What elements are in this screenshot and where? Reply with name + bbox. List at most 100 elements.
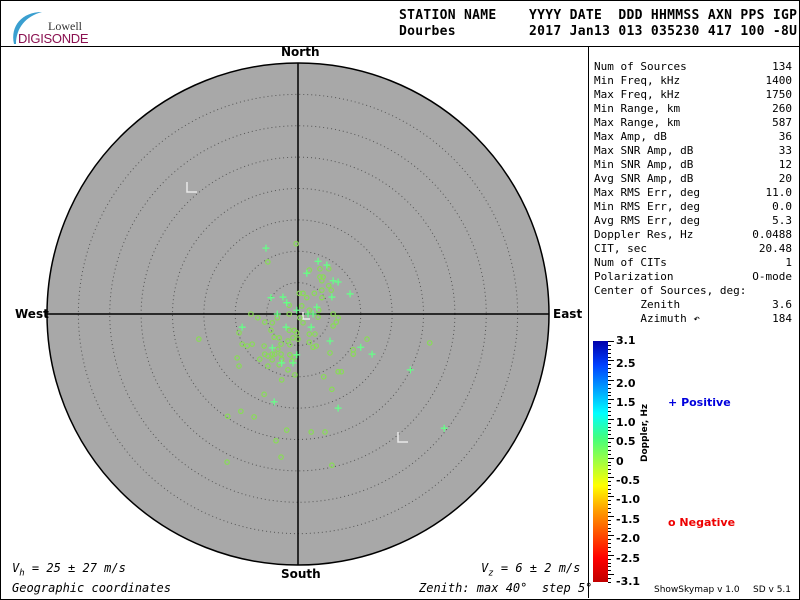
negative-doppler-point — [329, 462, 335, 469]
stat-label: Min Range, km — [594, 102, 681, 115]
colorbar-tick — [608, 348, 611, 350]
stat-label: Num of Sources — [594, 60, 687, 73]
negative-doppler-point — [276, 335, 282, 341]
stat-row: Max SNR Amp, dB 33 — [594, 144, 792, 158]
negative-doppler-point — [265, 259, 271, 265]
stat-label: Center of Sources, deg: — [594, 284, 747, 297]
colorbar-tick — [608, 515, 614, 517]
negative-doppler-point — [320, 373, 327, 380]
positive-doppler-point — [368, 350, 376, 358]
stat-value: 184 — [772, 312, 792, 325]
colorbar-tick — [608, 578, 611, 580]
colorbar-tick — [608, 364, 611, 366]
negative-doppler-point — [265, 353, 271, 359]
positive-doppler-point — [313, 303, 321, 311]
colorbar-tick — [608, 379, 614, 381]
stat-row: Polarization O-mode — [594, 270, 792, 284]
negative-doppler-point — [256, 356, 263, 362]
negative-doppler-point — [335, 314, 341, 321]
negative-doppler-point — [244, 343, 250, 349]
negative-doppler-point — [287, 351, 293, 358]
negative-doppler-point — [311, 290, 318, 297]
negative-doppler-point — [275, 346, 281, 352]
positive-doppler-point — [334, 278, 342, 286]
negative-doppler-point — [319, 277, 325, 284]
coordinate-system: Geographic coordinates — [12, 581, 171, 595]
negative-doppler-point — [268, 327, 274, 334]
label-west: West — [15, 307, 49, 321]
negative-doppler-point — [298, 303, 305, 309]
colorbar-tick — [608, 442, 611, 444]
stat-label: Azimuth ↶ — [594, 312, 700, 325]
colorbar-tick — [608, 368, 611, 370]
colorbar-tick — [608, 410, 611, 412]
colorbar-tick — [608, 352, 611, 354]
negative-doppler-point — [271, 351, 278, 357]
doppler-colorbar — [593, 341, 608, 582]
colorbar-tick-label: 0 — [616, 454, 624, 468]
stat-value: 1 — [785, 256, 792, 269]
colorbar-tick — [608, 344, 611, 346]
vh-symbol: V — [12, 561, 20, 575]
colorbar-tick-label: -2.5 — [616, 551, 641, 565]
negative-doppler-point — [286, 311, 293, 317]
negative-doppler-point — [283, 427, 290, 433]
legend-negative-label: Negative — [679, 516, 736, 529]
negative-doppler-point — [322, 429, 328, 435]
digisonde-logo: Lowell DIGISONDE — [8, 8, 98, 48]
colorbar-tick-label: -2.0 — [616, 532, 641, 546]
colorbar-tick — [608, 372, 611, 374]
vh-value: = 25 ± 27 m/s — [31, 561, 126, 575]
colorbar-tick — [608, 504, 611, 506]
colorbar-tick — [608, 375, 611, 377]
stat-label: Min Freq, kHz — [594, 74, 681, 87]
negative-doppler-point — [269, 351, 276, 357]
vz-readout: Vz = 6 ± 2 m/s — [481, 561, 580, 578]
stat-value: 260 — [772, 102, 792, 115]
negative-doppler-point — [308, 429, 314, 435]
negative-doppler-point — [273, 437, 279, 444]
negative-doppler-point — [269, 319, 276, 326]
stats-panel: Num of Sources 134 Min Freq, kHz 1400 Max Fr… — [594, 60, 792, 326]
colorbar-tick — [608, 574, 614, 576]
negative-doppler-point — [278, 377, 285, 383]
stat-label: CIT, sec — [594, 242, 647, 255]
negative-doppler-point — [278, 341, 284, 347]
colorbar-tick — [608, 539, 611, 541]
stat-row: Min Range, km 260 — [594, 102, 792, 116]
negative-doppler-point — [364, 336, 370, 342]
logo-lowell: Lowell — [48, 19, 82, 33]
positive-doppler-point — [267, 294, 275, 302]
negative-doppler-point — [278, 351, 284, 357]
positive-doppler-point — [346, 290, 354, 298]
positive-doppler-point — [238, 323, 246, 331]
stat-row: Avg RMS Err, deg 5.3 — [594, 214, 792, 228]
negative-doppler-point — [306, 307, 313, 314]
negative-doppler-point — [293, 240, 299, 247]
stat-label: Polarization — [594, 270, 674, 283]
colorbar-tick — [608, 477, 614, 479]
label-east: East — [553, 307, 583, 321]
stat-value: 0.0 — [772, 200, 792, 213]
positive-doppler-point — [293, 351, 301, 359]
stat-label: Num of CITs — [594, 256, 667, 269]
colorbar-tick — [608, 512, 611, 514]
stat-value: 5.3 — [772, 214, 792, 227]
version-sd: SD v 5.1 — [753, 585, 792, 595]
colorbar-tick — [608, 457, 614, 459]
positive-doppler-point — [262, 244, 270, 252]
negative-doppler-point — [300, 290, 306, 297]
negative-doppler-point — [317, 266, 323, 272]
zenith-scale: Zenith: max 40° step 5° — [419, 581, 593, 595]
negative-doppler-point — [292, 372, 298, 378]
positive-doppler-point — [283, 299, 291, 307]
positive-doppler-point — [282, 323, 290, 331]
negative-doppler-point — [224, 459, 230, 465]
stat-label: Doppler Res, Hz — [594, 228, 694, 241]
stat-value: 12 — [778, 158, 792, 171]
stat-label: Avg SNR Amp, dB — [594, 172, 694, 185]
panel-divider — [588, 46, 589, 598]
colorbar-tick — [608, 523, 611, 525]
colorbar-tick — [608, 445, 611, 447]
colorbar-tick — [608, 570, 611, 572]
